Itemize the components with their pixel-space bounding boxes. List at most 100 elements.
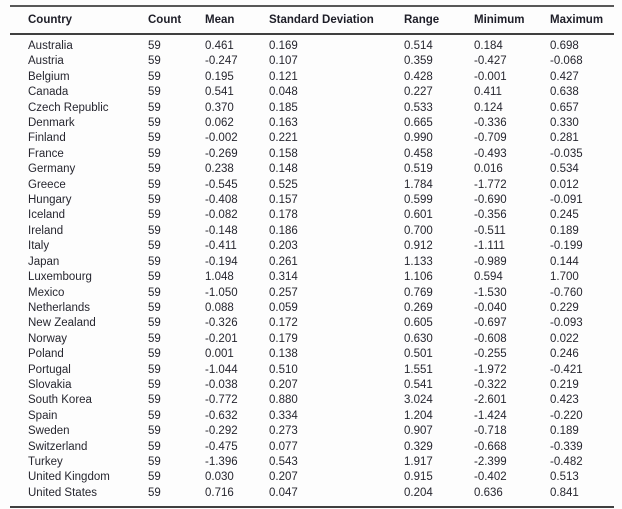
cell-range: 0.769 bbox=[404, 286, 433, 299]
table-row: Czech Republic 59 0.370 0.185 0.533 0.12… bbox=[10, 101, 614, 116]
cell-standard-deviation: 0.059 bbox=[269, 301, 298, 314]
cell-range: 0.458 bbox=[404, 147, 433, 160]
cell-range: 0.990 bbox=[404, 132, 433, 145]
cell-minimum: -2.601 bbox=[474, 394, 507, 407]
cell-standard-deviation: 0.261 bbox=[269, 255, 298, 268]
cell-range: 3.024 bbox=[404, 394, 433, 407]
cell-range: 0.599 bbox=[404, 194, 433, 207]
cell-standard-deviation: 0.334 bbox=[269, 409, 298, 422]
cell-minimum: -0.608 bbox=[474, 332, 507, 345]
cell-count: 59 bbox=[148, 409, 161, 422]
cell-mean: -0.292 bbox=[205, 425, 238, 438]
cell-standard-deviation: 0.185 bbox=[269, 101, 298, 114]
table-row: Austria 59 -0.247 0.107 0.359 -0.427 -0.… bbox=[10, 54, 614, 69]
cell-mean: -0.326 bbox=[205, 317, 238, 330]
cell-country: Greece bbox=[28, 178, 66, 191]
table-body: Australia 59 0.461 0.169 0.514 0.184 0.6… bbox=[10, 34, 614, 507]
header-row: Country Count Mean Standard Deviation Ra… bbox=[10, 6, 614, 35]
cell-maximum: 0.513 bbox=[550, 471, 579, 484]
cell-maximum: 0.245 bbox=[550, 209, 579, 222]
cell-count: 59 bbox=[148, 178, 161, 191]
cell-mean: 0.088 bbox=[205, 301, 234, 314]
col-header-range: Range bbox=[404, 6, 474, 35]
cell-range: 0.630 bbox=[404, 332, 433, 345]
cell-standard-deviation: 0.186 bbox=[269, 224, 298, 237]
cell-mean: -0.269 bbox=[205, 147, 238, 160]
cell-maximum: -0.760 bbox=[550, 286, 583, 299]
cell-count: 59 bbox=[148, 317, 161, 330]
cell-maximum: 0.657 bbox=[550, 101, 579, 114]
cell-range: 1.133 bbox=[404, 255, 433, 268]
cell-country: Hungary bbox=[28, 194, 72, 207]
cell-minimum: -0.001 bbox=[474, 70, 507, 83]
table-row: Slovakia 59 -0.038 0.207 0.541 -0.322 0.… bbox=[10, 378, 614, 393]
cell-mean: 0.541 bbox=[205, 86, 234, 99]
cell-range: 1.106 bbox=[404, 271, 433, 284]
cell-range: 0.907 bbox=[404, 425, 433, 438]
cell-country: South Korea bbox=[28, 394, 92, 407]
table-row: Sweden 59 -0.292 0.273 0.907 -0.718 0.18… bbox=[10, 424, 614, 439]
cell-standard-deviation: 0.203 bbox=[269, 240, 298, 253]
table-row: Portugal 59 -1.044 0.510 1.551 -1.972 -0… bbox=[10, 363, 614, 378]
cell-maximum: 0.427 bbox=[550, 70, 579, 83]
cell-minimum: -0.255 bbox=[474, 348, 507, 361]
table-row: Switzerland 59 -0.475 0.077 0.329 -0.668… bbox=[10, 440, 614, 455]
cell-minimum: -0.402 bbox=[474, 471, 507, 484]
cell-count: 59 bbox=[148, 86, 161, 99]
col-header-standard-deviation: Standard Deviation bbox=[269, 6, 404, 35]
cell-range: 0.519 bbox=[404, 163, 433, 176]
cell-minimum: 0.594 bbox=[474, 271, 503, 284]
cell-country: United States bbox=[28, 486, 98, 499]
cell-maximum: 0.423 bbox=[550, 394, 579, 407]
cell-standard-deviation: 0.273 bbox=[269, 425, 298, 438]
cell-mean: -1.044 bbox=[205, 363, 238, 376]
cell-minimum: 0.124 bbox=[474, 101, 503, 114]
cell-standard-deviation: 0.221 bbox=[269, 132, 298, 145]
cell-mean: -0.408 bbox=[205, 194, 238, 207]
table-row: Turkey 59 -1.396 0.543 1.917 -2.399 -0.4… bbox=[10, 455, 614, 470]
cell-maximum: -0.035 bbox=[550, 147, 583, 160]
cell-standard-deviation: 0.148 bbox=[269, 163, 298, 176]
cell-mean: 1.048 bbox=[205, 271, 234, 284]
cell-mean: 0.195 bbox=[205, 70, 234, 83]
cell-count: 59 bbox=[148, 425, 161, 438]
cell-count: 59 bbox=[148, 455, 161, 468]
cell-mean: 0.370 bbox=[205, 101, 234, 114]
table-row: France 59 -0.269 0.158 0.458 -0.493 -0.0… bbox=[10, 147, 614, 162]
cell-mean: -0.148 bbox=[205, 224, 238, 237]
table-row: Australia 59 0.461 0.169 0.514 0.184 0.6… bbox=[10, 34, 614, 54]
cell-maximum: 0.246 bbox=[550, 348, 579, 361]
cell-count: 59 bbox=[148, 194, 161, 207]
cell-range: 0.359 bbox=[404, 55, 433, 68]
cell-count: 59 bbox=[148, 55, 161, 68]
cell-range: 0.601 bbox=[404, 209, 433, 222]
cell-country: Belgium bbox=[28, 70, 70, 83]
cell-range: 0.541 bbox=[404, 378, 433, 391]
cell-standard-deviation: 0.314 bbox=[269, 271, 298, 284]
cell-country: Finland bbox=[28, 132, 66, 145]
cell-count: 59 bbox=[148, 332, 161, 345]
cell-maximum: -0.339 bbox=[550, 440, 583, 453]
cell-count: 59 bbox=[148, 378, 161, 391]
cell-mean: -1.396 bbox=[205, 455, 238, 468]
cell-count: 59 bbox=[148, 240, 161, 253]
cell-range: 1.917 bbox=[404, 455, 433, 468]
col-header-country: Country bbox=[10, 6, 148, 35]
cell-mean: -0.247 bbox=[205, 55, 238, 68]
cell-maximum: -0.482 bbox=[550, 455, 583, 468]
cell-standard-deviation: 0.138 bbox=[269, 348, 298, 361]
cell-standard-deviation: 0.158 bbox=[269, 147, 298, 160]
cell-count: 59 bbox=[148, 440, 161, 453]
cell-mean: -0.038 bbox=[205, 378, 238, 391]
cell-minimum: -0.709 bbox=[474, 132, 507, 145]
table-row: Canada 59 0.541 0.048 0.227 0.411 0.638 bbox=[10, 85, 614, 100]
cell-standard-deviation: 0.179 bbox=[269, 332, 298, 345]
cell-standard-deviation: 0.047 bbox=[269, 486, 298, 499]
cell-standard-deviation: 0.121 bbox=[269, 70, 298, 83]
cell-mean: -0.411 bbox=[205, 240, 237, 253]
cell-maximum: 0.219 bbox=[550, 378, 579, 391]
cell-country: Canada bbox=[28, 86, 69, 99]
cell-standard-deviation: 0.178 bbox=[269, 209, 298, 222]
table-row: Japan 59 -0.194 0.261 1.133 -0.989 0.144 bbox=[10, 255, 614, 270]
